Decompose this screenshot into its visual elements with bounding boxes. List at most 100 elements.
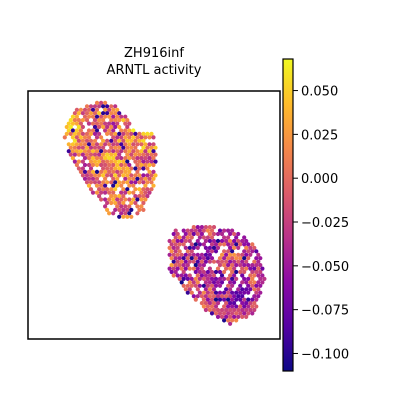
- spot-point: [121, 200, 126, 206]
- spot-point: [232, 273, 237, 278]
- spot-point: [171, 273, 176, 278]
- spot-point: [99, 135, 104, 140]
- spot-point: [145, 173, 150, 178]
- spot-point: [217, 256, 223, 261]
- spot-point: [256, 252, 261, 257]
- spot-point: [250, 283, 255, 288]
- spot-point: [191, 266, 196, 271]
- spot-point: [240, 307, 245, 313]
- spot-point: [222, 249, 227, 254]
- spot-point: [173, 249, 178, 254]
- spot-point: [246, 290, 251, 295]
- spot-point: [207, 307, 212, 313]
- spot-point: [94, 121, 100, 126]
- spot-point: [123, 121, 128, 126]
- spot-point: [125, 180, 130, 185]
- spot-point: [244, 280, 249, 285]
- spot-point: [226, 318, 231, 323]
- spot-point: [84, 138, 90, 143]
- spot-point: [191, 231, 196, 237]
- spot-point: [125, 166, 130, 171]
- spot-point: [203, 273, 208, 278]
- spot-point: [244, 259, 249, 264]
- spot-point: [195, 273, 200, 278]
- spot-point: [151, 149, 156, 154]
- spot-point: [117, 138, 122, 143]
- spot-point: [125, 173, 130, 178]
- spot-point: [74, 128, 79, 133]
- spot-point: [97, 131, 102, 136]
- spot-point: [177, 256, 182, 261]
- spot-point: [147, 156, 152, 161]
- spot-point: [147, 162, 152, 168]
- spot-point: [193, 242, 198, 247]
- spot-point: [228, 245, 233, 250]
- spot-point: [90, 128, 96, 133]
- spot-point: [222, 263, 227, 268]
- spot-point: [171, 259, 176, 264]
- spot-point: [74, 162, 79, 168]
- spot-point: [238, 256, 243, 261]
- spot-point: [224, 252, 229, 257]
- spot-point: [92, 145, 98, 150]
- spot-point: [76, 138, 81, 143]
- spot-point: [242, 297, 247, 302]
- spot-point: [234, 235, 239, 240]
- spot-point: [139, 135, 144, 140]
- spot-point: [197, 263, 202, 268]
- spot-point: [189, 228, 194, 233]
- spot-layer: [62, 100, 267, 326]
- spot-point: [115, 114, 120, 119]
- spot-point: [201, 297, 206, 302]
- spot-point: [213, 304, 219, 309]
- spot-point: [145, 131, 150, 136]
- spot-point: [197, 235, 202, 240]
- spot-point: [113, 166, 118, 171]
- spot-point: [66, 149, 71, 154]
- spot-point: [201, 290, 206, 295]
- spot-point: [181, 242, 186, 247]
- spot-point: [129, 173, 134, 178]
- spot-point: [207, 280, 212, 285]
- spot-point: [213, 311, 219, 316]
- spot-point: [167, 245, 172, 250]
- spot-point: [88, 166, 94, 171]
- spot-point: [232, 294, 237, 299]
- spot-point: [250, 304, 255, 309]
- spot-point: [252, 307, 257, 313]
- spot-point: [230, 228, 235, 233]
- spot-point: [246, 276, 251, 281]
- spot-point: [244, 238, 249, 244]
- spot-point: [109, 187, 114, 192]
- spot-point: [205, 256, 210, 261]
- colorbar-tick-label: 0.025: [301, 128, 338, 143]
- spot-point: [109, 111, 114, 116]
- spot-point: [131, 183, 136, 188]
- spot-point: [234, 269, 239, 275]
- spot-point: [107, 128, 112, 133]
- spot-point: [76, 118, 81, 123]
- spot-point: [86, 107, 92, 112]
- spot-point: [230, 276, 235, 281]
- spot-point: [131, 190, 136, 195]
- spot-point: [139, 149, 144, 154]
- spot-point: [80, 173, 85, 178]
- spot-point: [151, 183, 156, 188]
- spot-point: [80, 145, 85, 150]
- spot-point: [99, 169, 104, 174]
- spot-point: [193, 256, 198, 261]
- spot-point: [215, 307, 221, 313]
- colorbar-tick-label: 0.050: [301, 85, 338, 100]
- spot-point: [143, 156, 148, 161]
- spot-point: [131, 149, 136, 154]
- spot-point: [107, 190, 112, 195]
- spot-point: [107, 107, 112, 112]
- spot-point: [209, 269, 215, 275]
- spot-point: [70, 114, 75, 119]
- spot-point: [183, 259, 188, 264]
- spot-point: [207, 273, 212, 278]
- spot-point: [246, 256, 251, 261]
- spot-point: [133, 145, 138, 150]
- spot-point: [213, 297, 219, 302]
- spot-point: [226, 304, 231, 309]
